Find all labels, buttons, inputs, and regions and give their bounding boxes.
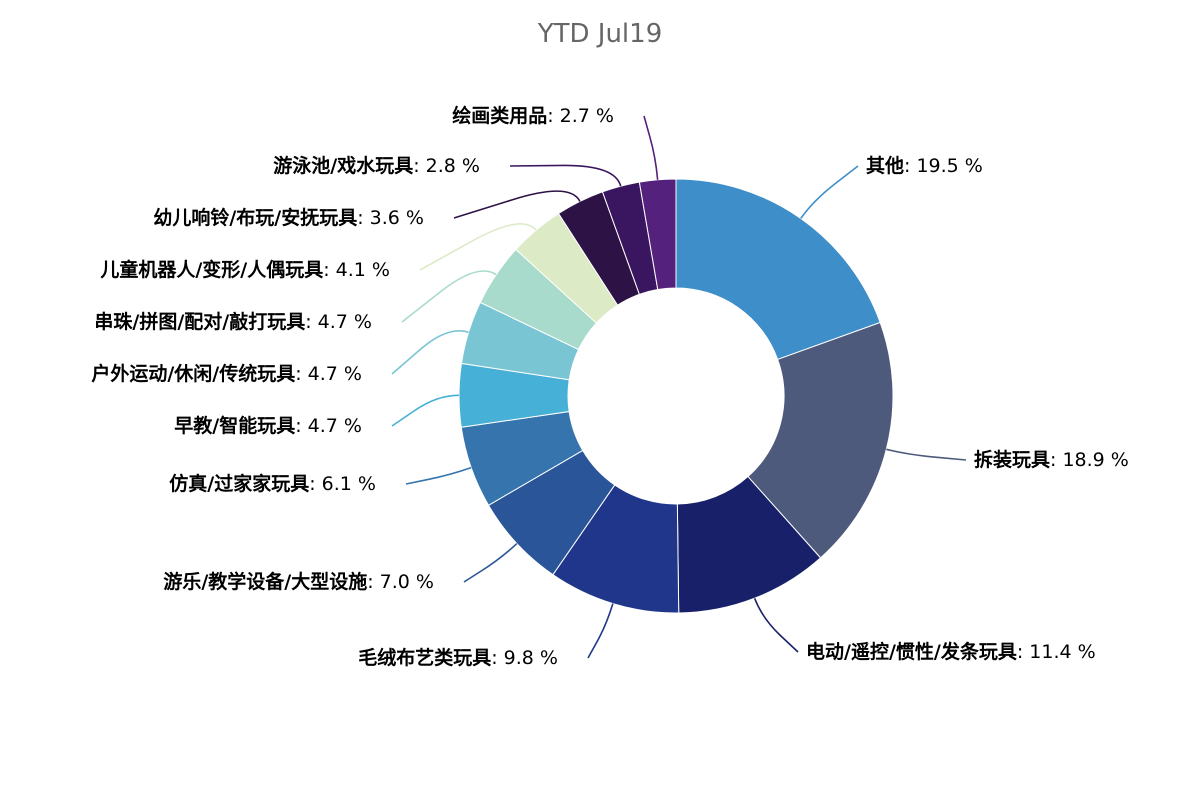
slice-label-name: 户外运动/休闲/传统玩具	[91, 362, 295, 385]
slice-label-6: 仿真/过家家玩具: 6.1 %	[169, 472, 376, 495]
slice-label-value: : 7.0 %	[367, 571, 434, 593]
slice-label-3: 电动/遥控/惯性/发条玩具: 11.4 %	[806, 640, 1096, 663]
slice-13[interactable]	[638, 178, 677, 291]
slice-label-name: 绘画类用品	[452, 104, 547, 127]
slice-label-2: 拆装玩具: 18.9 %	[974, 448, 1129, 471]
slice-label-name: 其他	[866, 154, 904, 177]
leader-line-3	[753, 597, 799, 653]
slice-label-12: 游泳池/戏水玩具: 2.8 %	[273, 154, 480, 177]
leader-line-13	[643, 115, 659, 180]
slice-label-name: 串珠/拼图/配对/敲打玩具	[94, 310, 305, 333]
slice-label-value: : 11.4 %	[1017, 641, 1096, 663]
slice-label-name: 儿童机器人/变形/人偶玩具	[99, 258, 323, 281]
slice-label-value: : 4.1 %	[323, 259, 390, 281]
leader-line-5	[463, 542, 518, 583]
leader-line-4	[587, 603, 614, 659]
slice-label-13: 绘画类用品: 2.7 %	[452, 104, 614, 127]
leader-line-12	[509, 164, 622, 187]
leader-line-7	[391, 394, 460, 427]
slice-label-value: : 18.9 %	[1050, 449, 1129, 471]
slice-label-8: 户外运动/休闲/传统玩具: 4.7 %	[91, 362, 362, 385]
leader-line-6	[405, 466, 472, 485]
slice-label-1: 其他: 19.5 %	[866, 154, 983, 177]
slice-label-name: 拆装玩具	[974, 448, 1050, 471]
slice-label-value: : 4.7 %	[295, 415, 362, 437]
slice-2[interactable]	[747, 321, 894, 559]
slice-label-value: : 19.5 %	[904, 155, 983, 177]
slice-label-name: 仿真/过家家玩具	[169, 472, 309, 495]
slice-1[interactable]	[675, 178, 881, 361]
slice-label-11: 幼儿响铃/布玩/安抚玩具: 3.6 %	[153, 206, 424, 229]
slice-label-7: 早教/智能玩具: 4.7 %	[174, 414, 362, 437]
slice-label-value: : 4.7 %	[295, 363, 362, 385]
slices-group	[458, 178, 894, 614]
leader-line-9	[401, 270, 497, 323]
slice-label-4: 毛绒布艺类玩具: 9.8 %	[358, 646, 558, 669]
slice-label-value: : 9.8 %	[491, 647, 558, 669]
leader-lines-group	[391, 115, 967, 659]
leader-line-8	[391, 330, 469, 375]
slice-label-value: : 3.6 %	[357, 207, 424, 229]
leader-line-1	[800, 165, 859, 219]
chart-title: YTD Jul19	[537, 19, 663, 49]
slice-label-9: 串珠/拼图/配对/敲打玩具: 4.7 %	[94, 310, 372, 333]
slice-label-value: : 4.7 %	[305, 311, 372, 333]
leader-line-2	[886, 448, 967, 461]
slice-label-value: : 2.7 %	[547, 105, 614, 127]
slice-label-value: : 6.1 %	[309, 473, 376, 495]
slice-label-name: 毛绒布艺类玩具	[358, 646, 491, 669]
leader-line-10	[419, 223, 537, 271]
slice-label-10: 儿童机器人/变形/人偶玩具: 4.1 %	[99, 258, 390, 281]
slice-label-name: 游乐/教学设备/大型设施	[163, 570, 367, 593]
labels-group: 其他: 19.5 % 拆装玩具: 18.9 % 电动/遥控/惯性/发条玩具: 11.…	[91, 104, 1129, 669]
slice-label-5: 游乐/教学设备/大型设施: 7.0 %	[163, 570, 434, 593]
slice-label-name: 幼儿响铃/布玩/安抚玩具	[153, 206, 357, 229]
slice-label-name: 电动/遥控/惯性/发条玩具	[806, 640, 1017, 663]
slice-label-name: 游泳池/戏水玩具	[273, 154, 413, 177]
leader-line-11	[453, 190, 581, 219]
slice-label-value: : 2.8 %	[413, 155, 480, 177]
slice-label-name: 早教/智能玩具	[174, 414, 295, 437]
